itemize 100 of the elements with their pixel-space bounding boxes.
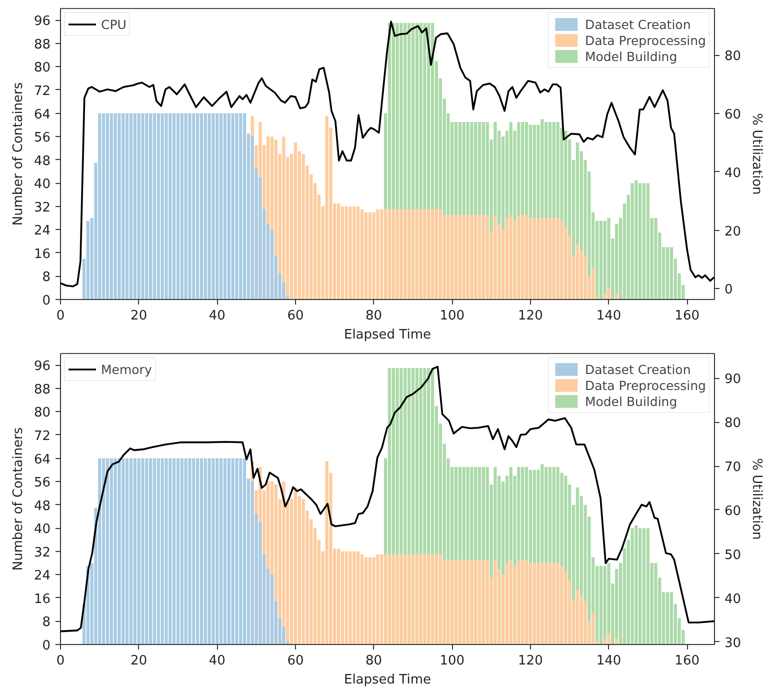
bar (364, 212, 368, 300)
bar (110, 458, 113, 644)
bar (670, 592, 673, 644)
bar (208, 113, 211, 300)
y-tick-label: 40 (34, 177, 51, 192)
bar (670, 247, 673, 300)
bar (548, 218, 552, 300)
bar (478, 215, 482, 300)
bar (149, 113, 152, 300)
bar (599, 566, 602, 644)
bar (368, 557, 372, 644)
bar (110, 113, 113, 300)
y-tick-label: 96 (34, 14, 51, 30)
bar (544, 218, 548, 300)
bar (118, 458, 121, 644)
bar (400, 554, 403, 644)
bar (223, 113, 227, 300)
bar (204, 458, 207, 644)
y-tick-label: 88 (34, 37, 51, 52)
bar (192, 458, 196, 644)
y-tick-label: 48 (34, 154, 51, 169)
bar (392, 209, 395, 300)
bar (400, 209, 403, 300)
bar (126, 458, 129, 644)
x-tick-label: 20 (130, 308, 148, 324)
bar (388, 554, 392, 644)
bar (231, 113, 234, 300)
x-axis-title: Elapsed Time (344, 328, 432, 342)
bar (458, 560, 462, 644)
bar (145, 458, 148, 644)
bar (505, 218, 509, 300)
bar (137, 458, 140, 644)
y-tick-label: 48 (34, 498, 51, 514)
bar (540, 563, 544, 644)
bar (180, 458, 184, 644)
y-axis-title: Number of Containers (10, 82, 26, 226)
bar (302, 499, 305, 644)
x-tick-label: 120 (518, 308, 543, 324)
y-tick-label: 32 (34, 545, 51, 560)
bar (462, 560, 466, 644)
x-axis-title: Elapsed Time (344, 672, 432, 688)
bar (384, 209, 388, 300)
bar (427, 554, 430, 644)
bar (666, 247, 670, 300)
bar (106, 113, 110, 300)
bar (434, 209, 438, 300)
legend-label: Dataset Creation (584, 361, 691, 377)
bar (380, 554, 384, 644)
bar (372, 557, 376, 644)
x-tick-label: 80 (366, 654, 382, 668)
legend-label: Memory (101, 361, 152, 377)
bar (532, 218, 536, 300)
bar (160, 458, 164, 644)
bar (521, 560, 524, 644)
bar (239, 458, 242, 644)
y-tick-label: 24 (34, 224, 51, 239)
bar (364, 557, 368, 644)
y2-tick-label: 60 (724, 504, 742, 519)
bar (239, 113, 242, 300)
bar (494, 560, 497, 644)
bar (380, 209, 384, 300)
bar (141, 458, 144, 644)
bar (145, 113, 148, 300)
bar (638, 528, 642, 644)
bar (160, 113, 164, 300)
bar (450, 215, 454, 300)
y-tick-label: 80 (34, 60, 51, 76)
y2-tick-label: 60 (724, 108, 742, 123)
bar (474, 215, 478, 300)
bar (340, 206, 344, 300)
x-tick-label: 40 (208, 654, 226, 668)
y-tick-label: 56 (34, 476, 51, 491)
bar (466, 560, 470, 644)
line-series (60, 366, 716, 632)
x-tick-label: 60 (287, 308, 304, 324)
bar (133, 113, 136, 300)
bar (118, 113, 121, 300)
bar (532, 563, 536, 644)
legend-label: CPU (101, 16, 126, 32)
bar (86, 220, 90, 300)
bar (129, 458, 133, 644)
bar (188, 458, 192, 644)
bar (360, 209, 364, 300)
bar (415, 554, 418, 644)
bar (415, 209, 418, 300)
bar (419, 554, 422, 644)
bar (615, 294, 618, 300)
bar (302, 154, 305, 300)
bar (98, 113, 102, 300)
bar (388, 209, 392, 300)
bar (340, 551, 344, 644)
bar (407, 209, 411, 300)
bar (438, 554, 442, 644)
bar (486, 560, 489, 644)
bar (474, 560, 478, 644)
bar (646, 528, 650, 644)
x-tick-label: 160 (674, 654, 700, 668)
bar (168, 458, 172, 644)
y-tick-label: 8 (42, 615, 51, 630)
bar (212, 113, 215, 300)
